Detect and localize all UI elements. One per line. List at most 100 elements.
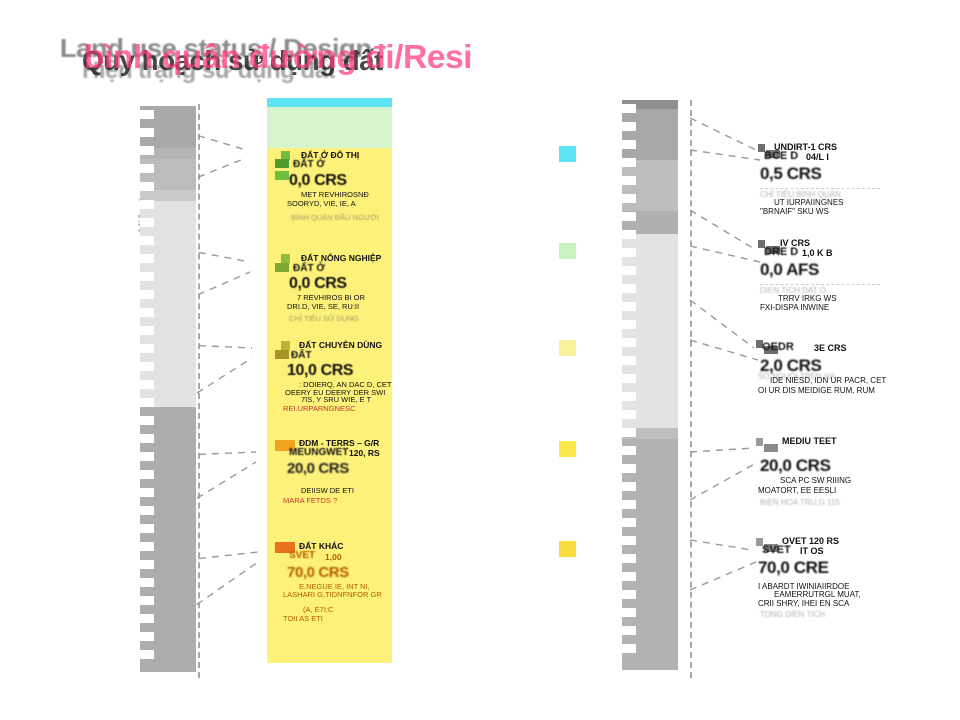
legend-entry-head-bold: SVET <box>762 544 791 556</box>
panel-entry-head-bold: MEUNGWET <box>289 447 349 458</box>
legend-entry-line: IDE NIESD, IDN UR PACR, CET <box>770 376 887 385</box>
right-bar-segment <box>622 428 678 439</box>
left-bar-segment <box>140 407 196 672</box>
panel-entry-head: ĐẤT Ở ĐÔ THỊ <box>301 150 360 160</box>
legend-swatch-5 <box>559 541 576 557</box>
panel-swatch <box>281 254 290 263</box>
panel-entry-head-bold: ĐẤT Ở <box>293 263 325 274</box>
panel-swatch <box>275 440 295 451</box>
panel-swatch <box>275 542 295 553</box>
legend-entry-faint: DIEN TICH DAT O <box>760 286 826 295</box>
panel-entry-faint: CHỈ TIÊU SỬ DỤNG <box>289 314 359 323</box>
panel-swatch <box>281 151 290 160</box>
right-bar-segment <box>622 109 678 160</box>
panel-entry-line: 7IS, Y SRU WIE, E T <box>301 395 372 404</box>
dashed-rule-left <box>198 104 200 678</box>
legend-entry-mark <box>758 240 765 248</box>
legend-entry-line: FXI-DISPA INWINE <box>760 303 830 312</box>
panel-entry-head: ĐDM - TERRS – G/R <box>299 438 380 448</box>
panel-entry-line: 7 REVHIROS BI OR <box>297 293 365 302</box>
panel-entry-line: (A, E7I:C <box>303 605 334 614</box>
panel-entry-value: 0,0 CRS <box>289 275 347 292</box>
panel-entry-value: 70,0 CRS <box>287 564 349 581</box>
panel-entry-head: ĐẤT CHUYÊN DÙNG <box>299 340 383 350</box>
legend-entry-line: OI UR DIS MEIDIGE RUM, RUM <box>758 386 875 395</box>
legend-entry-head-bold: DRE D <box>764 246 799 258</box>
legend-entry-head-bold: OEDR <box>762 341 794 353</box>
legend-entry-line: EAMERRUTRGL MUAT, <box>774 590 861 599</box>
page-title: Land use status / Design Hiện trạng sử d… <box>60 24 888 86</box>
legend-swatch-4 <box>559 441 576 457</box>
panel-entry-line: DRI.D, VIE, SE, RU:II <box>287 302 360 311</box>
legend-entry-head-tail: IT OS <box>800 546 824 556</box>
legend-entry-line: CRII SHRY, IHEI EN SCA <box>758 599 850 608</box>
panel-entry-head-tail: 1,00 <box>325 552 342 562</box>
panel-entry-head-bold: ĐẤT <box>291 350 312 361</box>
left-bar-segment <box>140 148 196 159</box>
panel-entry-faint: REI.URPARNGNESC <box>283 404 356 413</box>
legend-entry-head-tail: 1,0 K B <box>802 248 833 258</box>
legend-entry-mark <box>764 346 778 354</box>
panel-entry-line: DEIISW DE ETI <box>301 486 354 495</box>
title-layer-ghost-top: Land use status / Design <box>59 33 372 63</box>
legend-entry-mark <box>756 438 763 446</box>
panel-entry-head: ĐẤT KHÁC <box>299 541 344 551</box>
panel-entry-line: TOII AS ETI <box>283 614 323 623</box>
legend-entry-head: OVET 120 RS <box>782 536 840 546</box>
title-layer-dark: Quy hoạch sử dụng đất <box>82 45 383 76</box>
legend-swatch-1 <box>559 146 576 162</box>
panel-entry-line: E.NEGUE IE, INT NI, <box>299 582 370 591</box>
panel-entry-line: OEERY EU DEERY DER SWI <box>285 388 386 397</box>
left-bar-segment <box>140 201 196 407</box>
title-layer-ghost-bottom: Hiện trạng sử dụng đất <box>82 57 336 84</box>
legend-entry-mark <box>766 246 780 254</box>
legend-entry-mark <box>764 544 778 552</box>
legend-entry-faint: SO NGUOI TREN HA <box>758 372 836 381</box>
legend-entry-faint: BIEN HOA TRU,G 115 <box>760 498 840 507</box>
legend-entry-value: 0,5 CRS <box>760 164 822 183</box>
panel-swatch <box>275 159 289 168</box>
panel-green-block <box>267 107 392 148</box>
legend-swatch-2 <box>559 243 576 259</box>
legend-entry-value: 0,0 AFS <box>760 260 819 279</box>
right-bar-segment <box>622 100 678 109</box>
legend-entry-faint: CHỈ TIÊU BÌNH QUÂN <box>760 190 841 199</box>
legend-entry-mark <box>766 150 780 158</box>
legend-entry-head-bold: BCE D <box>764 150 799 162</box>
panel-swatch <box>275 350 289 359</box>
panel-entry-line: LASHARI G,TIDNFNFOR GR <box>283 590 382 599</box>
title-layer-pink: bình quân đường đi/Resi <box>83 38 473 75</box>
left-bar-ticks <box>140 110 154 668</box>
left-bar-segment <box>140 190 196 201</box>
legend-entry-mark <box>756 538 763 546</box>
legend-entry-line: SCA PC SW RIIING <box>780 476 852 485</box>
legend-entry-value: 20,0 CRS <box>760 456 831 475</box>
legend-swatch-3 <box>559 340 576 356</box>
legend-entry-line: MOATORT, EE EESLI <box>758 486 837 495</box>
panel-entry-line: : DOIERQ, AN DAC D, CET <box>299 380 392 389</box>
legend-entry-mark <box>756 340 763 348</box>
legend-entry-head-tail: 04/L I <box>806 152 829 162</box>
panel-entry-head-bold: SVET <box>289 550 316 561</box>
panel-entry-line: MẸT REVHIROSNĐ <box>301 190 369 199</box>
center-detail-panel: ĐẤT Ở ĐÔ THỊ ĐẤT Ở 0,0 CRS MẸT REVHIROSN… <box>267 98 392 663</box>
panel-entry-head: ĐẤT NÔNG NGHIỆP <box>301 253 382 263</box>
legend-entry-value: 2,0 CRS <box>760 356 822 375</box>
panel-swatch <box>275 171 289 180</box>
panel-entry-line: SOORYD, VIE, IE, A <box>287 199 356 208</box>
legend-entry-head: MEDIU TEET <box>782 436 837 446</box>
panel-entry-head-tail: 120, RS <box>349 448 380 458</box>
panel-top-strip <box>267 98 392 107</box>
panel-entry-value: 0,0 CRS <box>289 172 347 189</box>
legend-entry-mark <box>764 444 778 452</box>
legend-entry-line: TRRV IRKG WS <box>778 294 837 303</box>
legend-entry-faint: TONG DIEN TICH <box>760 610 826 619</box>
legend-entry-line: I ABARDT IWINIAIIRDOE <box>758 582 850 591</box>
panel-swatch <box>275 263 289 272</box>
panel-entry-faint: BÌNH QUÂN ĐẦU NGƯỜI <box>291 213 379 222</box>
legend-entry-mark <box>758 144 765 152</box>
right-bar-segment <box>622 211 678 234</box>
panel-entry-value: 10,0 CRS <box>287 362 354 379</box>
legend-entry-head: IV CRS <box>780 238 811 248</box>
